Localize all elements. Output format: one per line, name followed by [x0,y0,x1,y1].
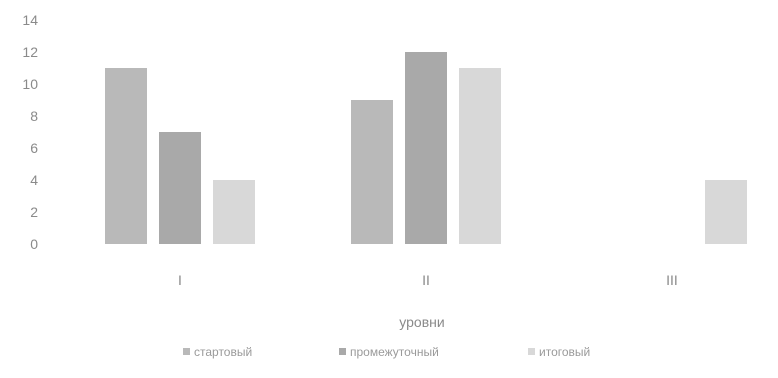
legend: стартовый промежуточный итоговый [183,345,590,359]
y-axis-ticks: 0 2 4 6 8 10 12 14 [22,12,38,252]
x-tick-label: I [178,272,182,288]
legend-item: стартовый [183,345,252,359]
x-axis-title: уровни [399,314,444,330]
legend-swatch [339,348,346,355]
x-axis-ticks: I II III [178,272,678,288]
bar-2-1 [159,132,201,244]
y-tick-label: 6 [30,140,38,156]
legend-label: итоговый [539,345,590,359]
bar-3-1 [213,180,255,244]
y-tick-label: 12 [22,44,38,60]
legend-label: промежуточный [350,345,439,359]
y-tick-label: 2 [30,204,38,220]
x-tick-label: II [422,272,430,288]
y-tick-label: 10 [22,76,38,92]
legend-swatch [528,348,535,355]
y-tick-label: 14 [22,12,38,28]
bars-group [105,52,747,244]
bar-3-2 [459,68,501,244]
x-tick-label: III [666,272,678,288]
y-tick-label: 0 [30,236,38,252]
bar-3-3 [705,180,747,244]
legend-item: итоговый [528,345,590,359]
bar-1-1 [105,68,147,244]
bar-1-2 [351,100,393,244]
legend-swatch [183,348,190,355]
y-tick-label: 4 [30,172,38,188]
bar-2-2 [405,52,447,244]
legend-label: стартовый [194,345,252,359]
y-tick-label: 8 [30,108,38,124]
legend-item: промежуточный [339,345,439,359]
